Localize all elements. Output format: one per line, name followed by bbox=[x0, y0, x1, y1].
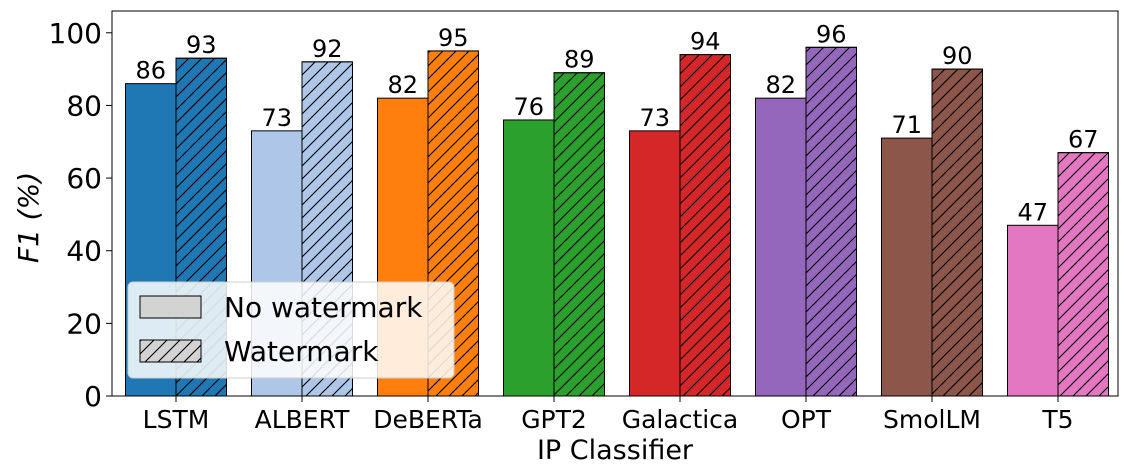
legend-swatch-no-watermark bbox=[139, 295, 202, 319]
bar-hatch-smollm-watermark bbox=[931, 68, 983, 397]
y-axis-title: F1 (%) bbox=[12, 172, 45, 263]
x-tick-label-smollm: SmolLM bbox=[883, 405, 981, 434]
data-label-smollm-watermark: 90 bbox=[942, 42, 973, 70]
data-label-deberta-no-watermark: 82 bbox=[387, 71, 418, 99]
legend: No watermark Watermark bbox=[127, 281, 455, 379]
legend-box bbox=[127, 281, 455, 379]
data-label-t5-no-watermark: 47 bbox=[1017, 198, 1048, 226]
x-axis-title: IP Classifier bbox=[537, 435, 694, 466]
data-label-opt-watermark: 96 bbox=[816, 20, 847, 48]
data-label-galactica-watermark: 94 bbox=[690, 28, 721, 56]
data-labels-layer: 86 93 73 92 82 95 76 89 73 94 82 96 71 90 47 67 bbox=[135, 20, 1098, 226]
y-tick-label-40: 40 bbox=[66, 235, 102, 268]
bar-opt-no-watermark bbox=[755, 97, 807, 397]
x-tick-label-opt: OPT bbox=[781, 405, 832, 434]
data-label-deberta-watermark: 95 bbox=[438, 24, 469, 52]
y-tick-label-60: 60 bbox=[66, 162, 102, 195]
data-label-albert-watermark: 92 bbox=[312, 35, 343, 63]
bar-hatch-galactica-watermark bbox=[679, 54, 731, 397]
x-tick-label-galactica: Galactica bbox=[622, 405, 739, 434]
bar-t5-no-watermark bbox=[1007, 224, 1059, 397]
y-tick-label-0: 0 bbox=[84, 380, 102, 413]
data-label-albert-no-watermark: 73 bbox=[261, 104, 292, 132]
x-tick-label-deberta: DeBERTa bbox=[373, 405, 483, 434]
legend-label-watermark: Watermark bbox=[224, 335, 379, 368]
x-tick-label-albert: ALBERT bbox=[255, 405, 351, 434]
y-axis: 0 20 40 60 80 100 bbox=[49, 17, 112, 413]
data-label-smollm-no-watermark: 71 bbox=[891, 111, 922, 139]
data-label-galactica-no-watermark: 73 bbox=[639, 104, 670, 132]
bar-galactica-no-watermark bbox=[629, 130, 681, 397]
y-tick-label-100: 100 bbox=[49, 17, 102, 50]
y-tick-label-80: 80 bbox=[66, 89, 102, 122]
x-tick-label-lstm: LSTM bbox=[143, 405, 210, 434]
data-label-opt-no-watermark: 82 bbox=[765, 71, 796, 99]
y-tick-label-20: 20 bbox=[66, 307, 102, 340]
data-label-t5-watermark: 67 bbox=[1068, 126, 1099, 154]
x-tick-label-t5: T5 bbox=[1041, 405, 1073, 434]
legend-label-no-watermark: No watermark bbox=[224, 291, 423, 324]
legend-swatch-watermark-hatch bbox=[139, 339, 202, 363]
x-tick-label-gpt2: GPT2 bbox=[521, 405, 587, 434]
bar-hatch-opt-watermark bbox=[805, 46, 857, 397]
bar-hatch-t5-watermark bbox=[1057, 152, 1109, 397]
bar-smollm-no-watermark bbox=[881, 137, 933, 397]
data-label-lstm-watermark: 93 bbox=[186, 31, 217, 59]
data-label-gpt2-watermark: 89 bbox=[564, 46, 595, 74]
bar-hatch-gpt2-watermark bbox=[553, 72, 605, 397]
bar-gpt2-no-watermark bbox=[503, 119, 555, 397]
plot-frame bbox=[111, 10, 1119, 397]
data-label-lstm-no-watermark: 86 bbox=[135, 57, 166, 85]
data-label-gpt2-no-watermark: 76 bbox=[513, 93, 544, 121]
x-axis: LSTM ALBERT DeBERTa GPT2 Galactica OPT SmolLM T… bbox=[143, 396, 1074, 434]
